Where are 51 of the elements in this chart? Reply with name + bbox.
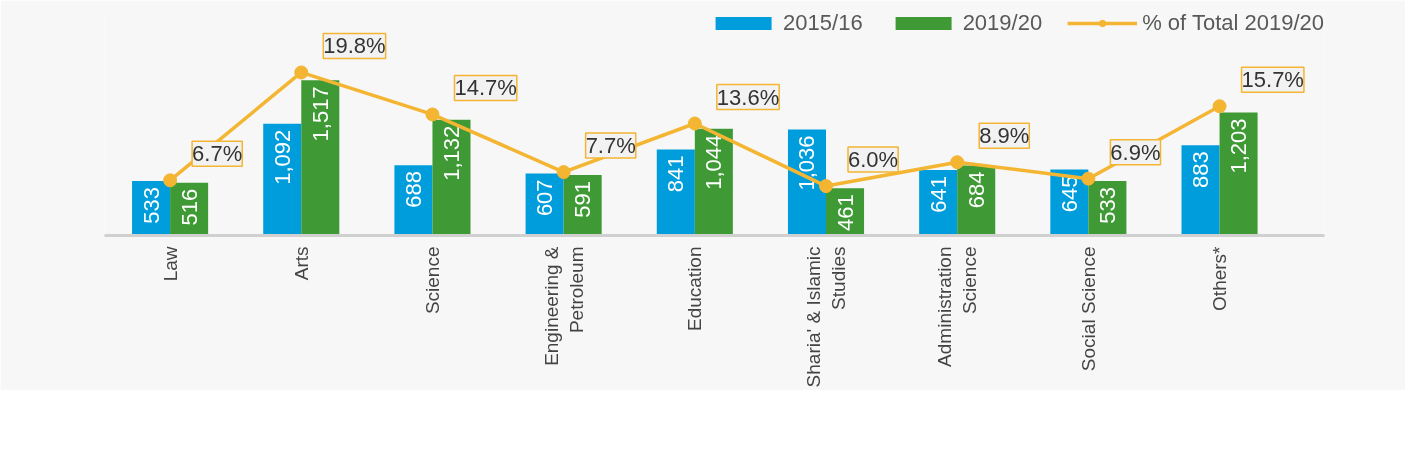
data-label: 1,036 bbox=[794, 135, 820, 191]
data-label: 591 bbox=[570, 181, 596, 218]
x-tick-label: Sharia' & Islamic Studies bbox=[802, 246, 850, 388]
legend-label: 2015/16 bbox=[783, 10, 863, 36]
data-label: 13.6% bbox=[716, 84, 780, 110]
data-label: 1,092 bbox=[269, 129, 295, 185]
bar bbox=[301, 80, 340, 236]
x-tick-label: Social Science bbox=[1077, 246, 1099, 372]
data-label: 688 bbox=[400, 171, 426, 208]
data-label: 7.7% bbox=[585, 133, 636, 159]
data-label: 6.9% bbox=[1110, 139, 1161, 165]
x-tick-label: Arts bbox=[290, 246, 312, 281]
bar bbox=[656, 149, 695, 236]
data-label: 607 bbox=[532, 179, 558, 217]
data-label: 19.8% bbox=[323, 33, 386, 59]
bar bbox=[1219, 112, 1258, 236]
point bbox=[294, 65, 309, 80]
point bbox=[687, 116, 702, 131]
point bbox=[819, 179, 834, 194]
data-label: 461 bbox=[832, 194, 858, 232]
point bbox=[1081, 171, 1096, 186]
data-label: 645 bbox=[1056, 175, 1082, 213]
point bbox=[425, 107, 440, 122]
x-tick-label: Science bbox=[421, 246, 443, 315]
x-tick-label: Administration Science bbox=[934, 246, 981, 367]
point bbox=[556, 165, 571, 180]
data-label: 533 bbox=[1094, 186, 1120, 224]
data-label: 883 bbox=[1188, 151, 1214, 188]
data-label: 8.9% bbox=[979, 123, 1030, 149]
data-label: 14.7% bbox=[454, 75, 517, 101]
data-label: 684 bbox=[963, 171, 989, 209]
point bbox=[163, 173, 178, 188]
data-label: 6.7% bbox=[192, 141, 243, 167]
legend-label: % of Total 2019/20 bbox=[1142, 10, 1324, 36]
data-label: 1,044 bbox=[701, 134, 727, 190]
data-label: 533 bbox=[138, 186, 164, 224]
x-tick-label: Others* bbox=[1209, 245, 1231, 311]
data-label: 841 bbox=[663, 155, 689, 193]
bar bbox=[432, 119, 471, 236]
data-label: 1,203 bbox=[1226, 118, 1252, 174]
point bbox=[950, 155, 965, 170]
point bbox=[1212, 99, 1227, 114]
legend-label: 2019/20 bbox=[962, 10, 1043, 36]
data-label: 15.7% bbox=[1241, 67, 1304, 93]
data-label: 1,132 bbox=[438, 125, 464, 181]
x-tick-label: Engineering & Petroleum bbox=[540, 246, 587, 366]
x-tick-label: Education bbox=[684, 246, 706, 332]
x-tick-label: Law bbox=[159, 246, 181, 282]
data-label: 516 bbox=[176, 188, 202, 226]
data-label: 1,517 bbox=[307, 86, 333, 142]
data-label: 641 bbox=[925, 175, 951, 213]
